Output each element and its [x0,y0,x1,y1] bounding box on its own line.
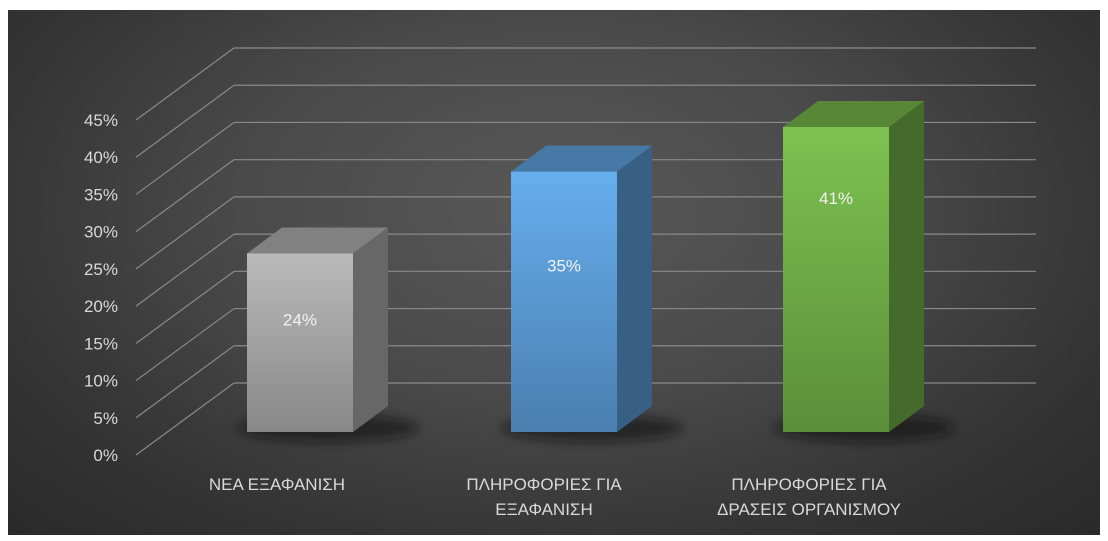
bar-side [617,145,652,432]
category-label: ΠΛΗΡΟΦΟΡΙΕΣ ΓΙΑ ΕΞΑΦΑΝΙΣΗ [466,475,622,519]
y-axis-ticks: 0% 5% 10% 15% 20% 25% 30% 35% 40% 45% [84,111,118,465]
gridline-depth [135,233,235,307]
y-tick-label: 15% [84,334,118,353]
gridline-depth [135,159,235,233]
y-tick-label: 35% [84,185,118,204]
data-label: 41% [819,189,853,208]
y-tick-label: 40% [84,148,118,167]
y-tick-label: 25% [84,260,118,279]
bar-front [783,127,889,432]
bar-top [511,145,652,172]
bar-side [889,101,924,432]
bars: 24% 35% 41% [237,101,955,442]
data-label: 24% [283,310,317,329]
x-axis-labels: ΝΕΑ ΕΞΑΦΑΝΙΣΗ ΠΛΗΡΟΦΟΡΙΕΣ ΓΙΑ ΕΞΑΦΑΝΙΣΗ ΠΛΗ… [209,475,901,519]
gridline-depth [135,84,235,158]
gridline-depth [135,47,235,121]
y-tick-label: 0% [93,446,118,465]
bar-front [511,171,617,432]
y-tick-label: 45% [84,111,118,130]
gridline-depth [135,382,235,456]
category-label: ΝΕΑ ΕΞΑΦΑΝΙΣΗ [209,475,345,494]
gridline-depth [135,345,235,419]
bar-3: 41% [773,101,955,442]
bar-1: 24% [237,227,419,442]
gridline-depth [135,308,235,382]
y-tick-label: 20% [84,297,118,316]
bar-top [247,227,388,254]
category-label: ΠΛΗΡΟΦΟΡΙΕΣ ΓΙΑ ΔΡΑΣΕΙΣ ΟΡΓΑΝΙΣΜΟΥ [717,475,901,519]
bar-side [353,227,388,432]
y-tick-label: 5% [93,409,118,428]
gridline-depth [135,121,235,195]
bar-top [783,101,924,127]
gridline-depth [135,270,235,344]
y-tick-label: 10% [84,372,118,391]
y-tick-label: 30% [84,223,118,242]
data-label: 35% [547,257,581,276]
bar-2: 35% [501,145,683,442]
bar-front [247,253,353,432]
gridline-depth [135,196,235,270]
